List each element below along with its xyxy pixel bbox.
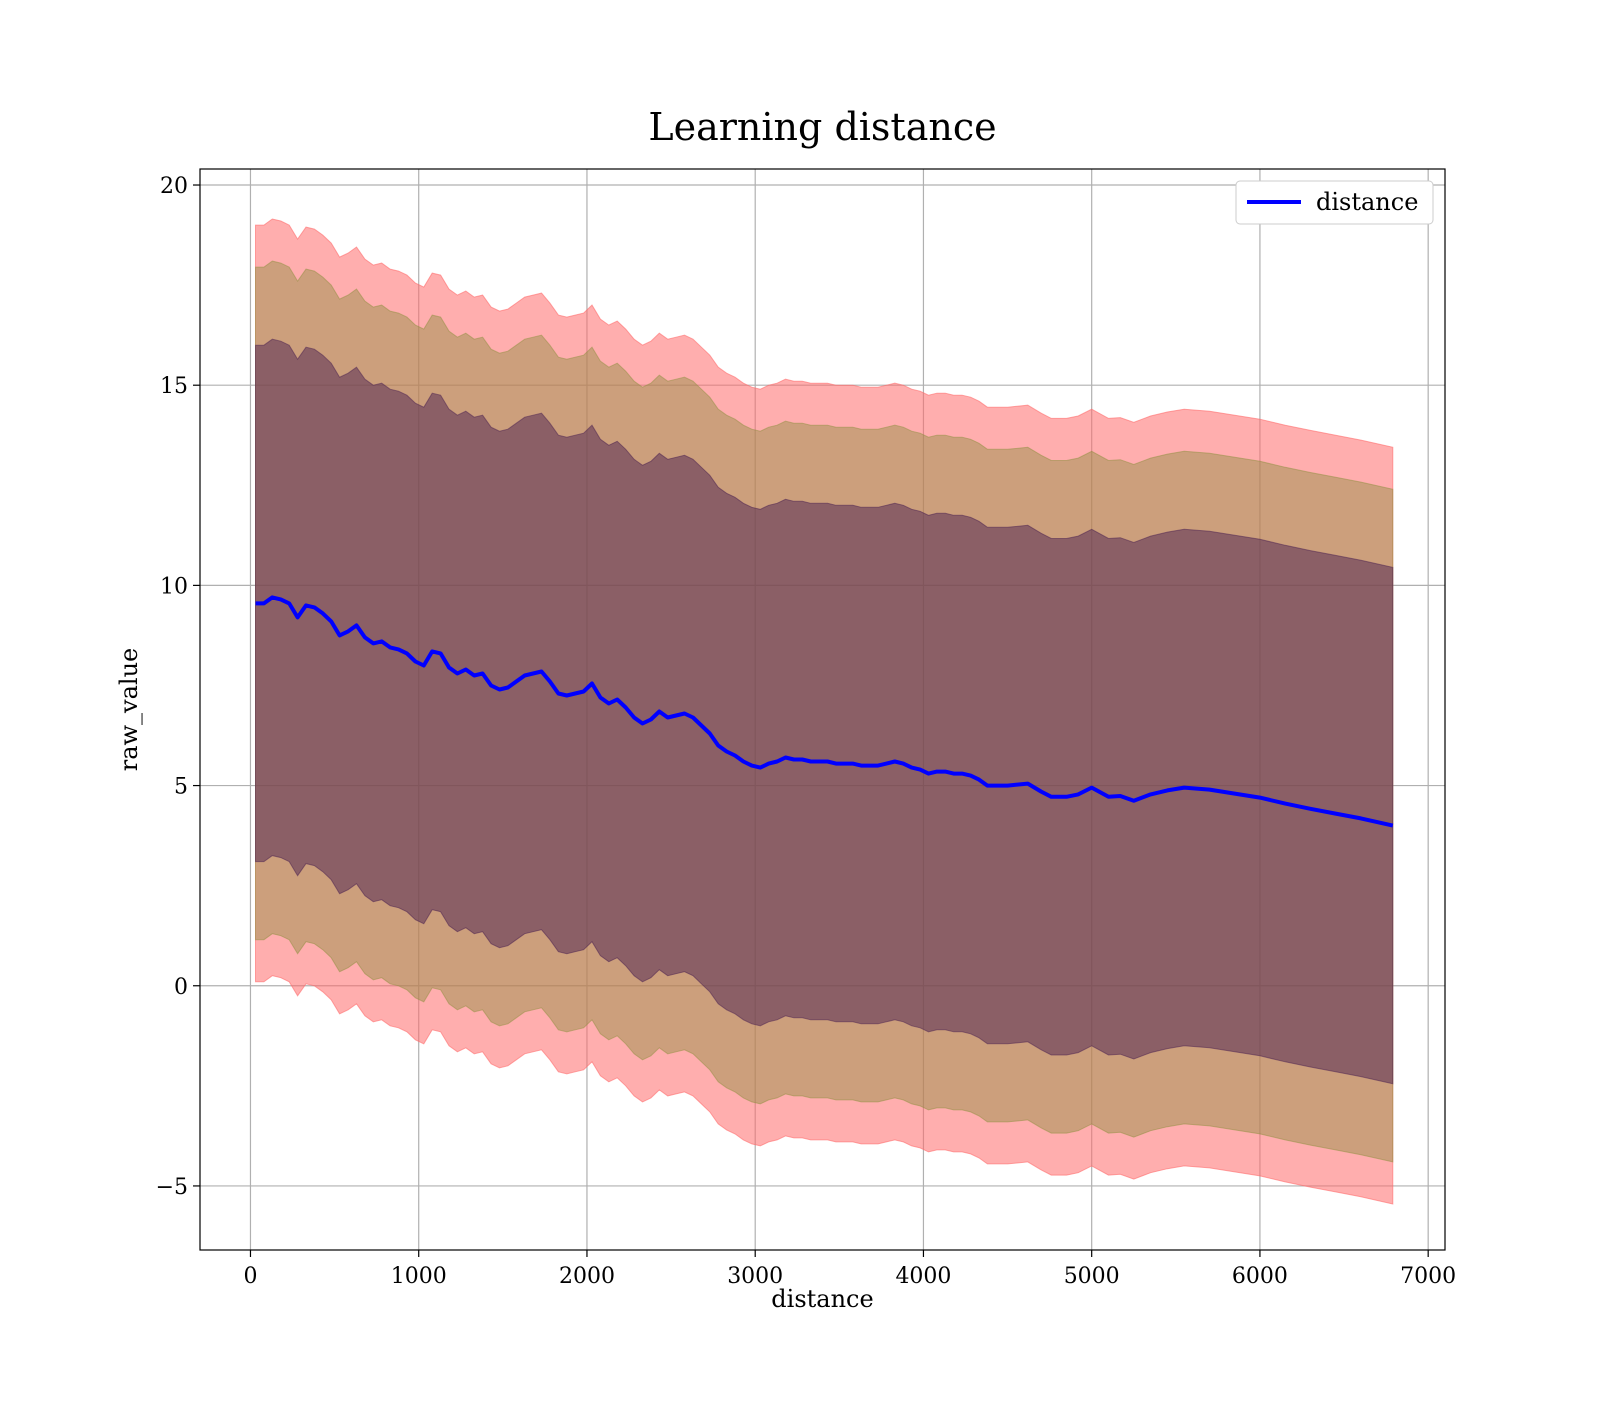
x-tick-label-1: 1000: [391, 1264, 447, 1289]
x-tick-label-0: 0: [243, 1264, 257, 1289]
band-layer: [255, 218, 1394, 1205]
band-inner: [255, 338, 1394, 1085]
y-tick-label-1: 0: [174, 975, 188, 1000]
series-line-distance: [255, 595, 1394, 828]
legend: distance: [1235, 180, 1434, 225]
y-tick-label-0: −5: [156, 1175, 188, 1200]
x-tick-label-3: 3000: [727, 1264, 783, 1289]
x-tick-label-7: 7000: [1400, 1264, 1456, 1289]
y-tick-label-5: 20: [160, 174, 188, 199]
legend-label-distance: distance: [1316, 188, 1418, 216]
y-tick-label-4: 15: [160, 374, 188, 399]
y-tick-label-3: 10: [160, 574, 188, 599]
plot-frame: [199, 168, 1446, 1251]
x-tick-label-2: 2000: [559, 1264, 615, 1289]
x-tick-label-6: 6000: [1232, 1264, 1288, 1289]
line-layer: [255, 595, 1394, 828]
y-tick-label-2: 5: [174, 775, 188, 800]
x-tick-label-5: 5000: [1064, 1264, 1120, 1289]
x-axis-label: distance: [771, 1285, 873, 1313]
x-tick-label-4: 4000: [895, 1264, 951, 1289]
legend-box: [1235, 180, 1434, 225]
chart-title: Learning distance: [648, 105, 996, 149]
y-axis-label: raw_value: [115, 648, 143, 772]
tick-layer: 0 1000 2000 3000 4000 5000 6000 7000 −5 0 5 10 15 20: [156, 174, 1457, 1289]
